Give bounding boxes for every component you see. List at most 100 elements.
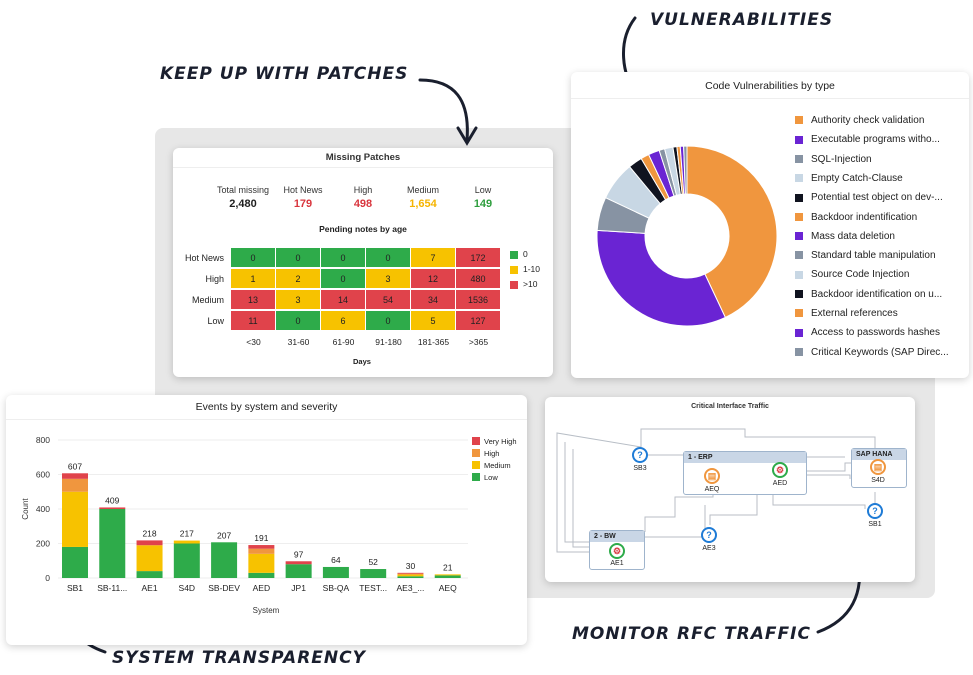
vulnerability-legend-item[interactable]: External references bbox=[795, 308, 898, 319]
help-icon[interactable]: ? bbox=[867, 503, 883, 519]
events-title: Events by system and severity bbox=[195, 401, 338, 413]
box-icon[interactable]: ▤ bbox=[704, 468, 720, 484]
bar-segment bbox=[285, 564, 312, 578]
erp-group-label: 1 - ERP bbox=[684, 452, 806, 463]
erp-group[interactable]: 1 - ERP bbox=[683, 451, 807, 495]
vulnerability-legend-item[interactable]: Standard table manipulation bbox=[795, 250, 936, 261]
x-tick-label: JP1 bbox=[291, 583, 306, 593]
vulnerability-legend-item[interactable]: Backdoor identification on u... bbox=[795, 289, 942, 300]
legend-label: Empty Catch-Clause bbox=[811, 172, 903, 184]
x-axis-label: System bbox=[253, 606, 280, 615]
bar-total-label: 97 bbox=[294, 549, 304, 559]
legend-label: Backdoor identification on u... bbox=[811, 288, 943, 300]
vulnerability-legend-item[interactable]: Backdoor indentification bbox=[795, 212, 917, 223]
gear-icon[interactable]: ⚙ bbox=[609, 543, 625, 559]
legend-swatch bbox=[795, 154, 803, 163]
kpi-label: Total missing bbox=[216, 185, 270, 195]
legend-swatch bbox=[795, 347, 803, 356]
legend-swatch bbox=[795, 212, 803, 221]
donut-slice[interactable] bbox=[683, 145, 688, 195]
callout-patches: Keep up with patches bbox=[160, 64, 409, 84]
bar-segment bbox=[360, 569, 387, 578]
vulnerability-legend-item[interactable]: Executable programs witho... bbox=[795, 134, 940, 145]
x-tick-label: SB-11... bbox=[97, 583, 127, 593]
heatmap-cell: 0 bbox=[321, 248, 366, 268]
legend-label: Medium bbox=[484, 461, 511, 470]
bar-segment bbox=[248, 553, 275, 573]
legend-label: Mass data deletion bbox=[811, 230, 895, 242]
bar-segment bbox=[248, 545, 275, 549]
heatmap-row-label: Medium bbox=[191, 295, 224, 305]
legend-swatch bbox=[472, 449, 480, 457]
node-label-s4d: S4D bbox=[871, 477, 885, 484]
donut-slice[interactable] bbox=[596, 229, 726, 327]
help-icon[interactable]: ? bbox=[632, 447, 648, 463]
heatmap-cell: 6 bbox=[321, 311, 366, 331]
callout-vulnerabilities: Vulnerabilities bbox=[650, 10, 834, 30]
legend-label: SQL-Injection bbox=[811, 153, 872, 165]
vulnerability-legend-item[interactable]: Authority check validation bbox=[795, 115, 924, 126]
legend-label: Standard table manipulation bbox=[811, 250, 936, 262]
kpi-value: 1,654 bbox=[409, 198, 437, 210]
legend-swatch bbox=[795, 290, 803, 299]
donut-slice[interactable] bbox=[686, 145, 778, 319]
missing-patches-card: Missing Patches Total missing 2,480 Hot Ne… bbox=[173, 148, 553, 377]
node-label-aeq: AEQ bbox=[704, 486, 720, 493]
bar-segment bbox=[285, 561, 312, 565]
help-icon[interactable]: ? bbox=[701, 527, 717, 543]
heatmap-cell: 5 bbox=[411, 311, 456, 331]
heatmap-col-label: 91-180 bbox=[375, 337, 402, 347]
vulnerability-legend-item[interactable]: Mass data deletion bbox=[795, 231, 895, 242]
vulnerability-legend-item[interactable]: SQL-Injection bbox=[795, 154, 872, 165]
y-axis-label: Count bbox=[21, 498, 30, 520]
heatmap-cell: 3 bbox=[366, 269, 411, 289]
kpi-value: 2,480 bbox=[229, 198, 257, 210]
legend-label: Backdoor indentification bbox=[811, 211, 918, 223]
bar-segment bbox=[248, 572, 275, 578]
heatmap-legend-label: >10 bbox=[523, 279, 538, 289]
legend-label: Authority check validation bbox=[811, 115, 925, 126]
vulnerability-legend-item[interactable]: Access to passwords hashes bbox=[795, 327, 940, 338]
bar-segment bbox=[62, 546, 88, 578]
legend-swatch bbox=[472, 473, 480, 481]
heatmap-cell: 11 bbox=[231, 311, 276, 331]
kpi-label: Medium bbox=[406, 185, 439, 195]
heatmap-legend-label: 0 bbox=[523, 249, 528, 259]
vulnerability-legend-item[interactable]: Empty Catch-Clause bbox=[795, 173, 903, 184]
kpi-value: 149 bbox=[473, 198, 493, 210]
heatmap-cell: 3 bbox=[276, 290, 321, 310]
legend-swatch bbox=[795, 309, 803, 318]
vulnerability-legend-item[interactable]: Critical Keywords (SAP Direc... bbox=[795, 347, 949, 358]
heatmap-cell: 12 bbox=[411, 269, 456, 289]
bar-segment bbox=[173, 540, 200, 544]
heatmap-cell: 7 bbox=[411, 248, 456, 268]
rfc-card: Critical Interface Traffic 1 - ERP SAP H… bbox=[545, 397, 915, 582]
gear-icon[interactable]: ⚙ bbox=[772, 462, 788, 478]
legend-label: External references bbox=[811, 308, 898, 319]
bw-group-label: 2 - BW bbox=[590, 531, 644, 542]
heatmap-cell: 0 bbox=[366, 311, 411, 331]
vulnerability-donut-chart bbox=[596, 145, 778, 327]
vulnerability-legend-item[interactable]: Potential test object on dev-... bbox=[795, 192, 943, 203]
x-tick-label: AED bbox=[253, 583, 270, 593]
bar-segment bbox=[397, 574, 424, 577]
legend-swatch bbox=[795, 193, 803, 202]
box-icon[interactable]: ▤ bbox=[870, 459, 886, 475]
legend-swatch bbox=[795, 116, 803, 125]
bar-segment bbox=[136, 545, 163, 572]
vulnerability-legend-item[interactable]: Source Code Injection bbox=[795, 269, 909, 280]
bar-total-label: 607 bbox=[68, 461, 82, 471]
legend-label: Potential test object on dev-... bbox=[811, 192, 943, 204]
legend-label: Access to passwords hashes bbox=[811, 327, 940, 339]
bar-segment bbox=[434, 575, 461, 578]
bar-segment bbox=[397, 572, 424, 574]
bar-total-label: 64 bbox=[331, 555, 341, 565]
heatmap-cell: 1 bbox=[231, 269, 276, 289]
bar-total-label: 217 bbox=[180, 529, 194, 539]
heatmap-cell: 127 bbox=[456, 311, 501, 331]
legend-swatch bbox=[472, 461, 480, 469]
legend-label: Very High bbox=[484, 437, 517, 446]
bar-segment bbox=[99, 507, 126, 509]
heatmap-legend-swatch bbox=[510, 251, 518, 259]
kpi-label: Low bbox=[474, 185, 492, 195]
